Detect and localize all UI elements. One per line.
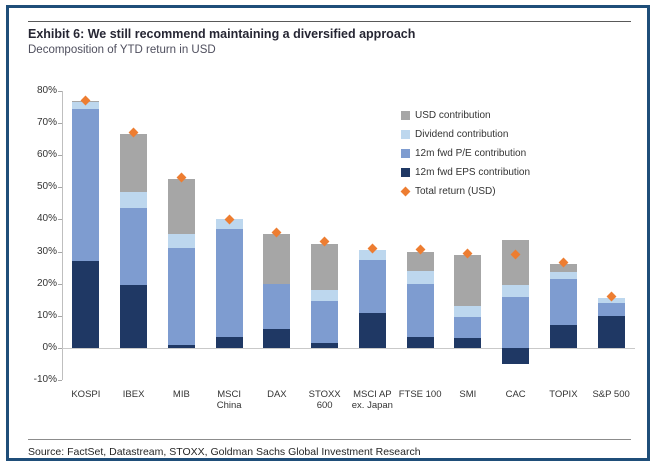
legend-item: USD contribution xyxy=(401,106,530,125)
y-tick-label: 0% xyxy=(42,341,57,353)
bar-segment xyxy=(549,325,577,348)
bar-segment xyxy=(72,108,100,262)
y-tick-label: 30% xyxy=(36,245,57,257)
y-tick-mark xyxy=(58,187,62,189)
y-tick-mark xyxy=(58,315,62,317)
x-axis-category-label: KOSPI xyxy=(71,389,101,400)
bar-segment xyxy=(120,192,148,209)
y-tick-mark xyxy=(58,251,62,253)
y-tick-mark xyxy=(58,219,62,221)
x-axis-category-label: IBEX xyxy=(122,389,145,400)
bar-segment xyxy=(406,336,434,348)
legend-label: 12m fwd EPS contribution xyxy=(415,167,531,178)
y-tick-label: 60% xyxy=(36,149,57,161)
legend-label: USD contribution xyxy=(415,110,491,121)
bar-segment xyxy=(263,328,291,348)
exhibit-subtitle: Decomposition of YTD return in USD xyxy=(28,44,216,56)
exhibit-title: Exhibit 6: We still recommend maintainin… xyxy=(28,27,416,41)
bar-segment xyxy=(215,336,243,348)
y-tick-label: 20% xyxy=(36,277,57,289)
x-axis-category-label: CAC xyxy=(505,389,526,400)
legend-label: 12m fwd P/E contribution xyxy=(415,148,527,159)
bar-segment xyxy=(597,315,625,348)
x-axis-category-label: S&P 500 xyxy=(592,389,630,400)
bar-segment xyxy=(454,338,482,348)
bar-segment xyxy=(167,179,195,234)
x-axis-category-label: MSCI China xyxy=(216,389,242,411)
bar-segment xyxy=(167,344,195,348)
source-note: Source: FactSet, Datastream, STOXX, Gold… xyxy=(28,446,421,458)
bar-segment xyxy=(72,102,100,109)
bar-segment xyxy=(502,285,530,297)
bar-segment xyxy=(120,208,148,286)
legend-item: Dividend contribution xyxy=(401,125,530,144)
bar-segment xyxy=(263,283,291,329)
bar-segment xyxy=(167,248,195,345)
y-tick-label: 10% xyxy=(36,309,57,321)
bar-segment xyxy=(311,243,339,291)
square-swatch-icon xyxy=(401,111,410,120)
diamond-swatch-icon xyxy=(400,186,411,197)
x-axis-category-label: STOXX 600 xyxy=(308,389,341,411)
bar-segment xyxy=(358,312,386,348)
y-tick-mark xyxy=(58,91,62,92)
bar-segment xyxy=(549,272,577,279)
legend-item: 12m fwd EPS contribution xyxy=(401,163,530,182)
square-swatch-icon xyxy=(401,130,410,139)
square-swatch-icon xyxy=(401,168,410,177)
y-tick-mark xyxy=(58,155,62,157)
x-axis-category-label: MSCI AP ex. Japan xyxy=(351,389,393,411)
bar-segment xyxy=(358,259,386,313)
y-tick-mark xyxy=(58,380,62,381)
y-axis-line xyxy=(62,91,63,380)
bottom-rule xyxy=(28,439,631,440)
bar-segment xyxy=(358,249,386,260)
bar-segment xyxy=(549,264,577,273)
x-axis-category-label: SMI xyxy=(459,389,477,400)
exhibit-frame: Exhibit 6: We still recommend maintainin… xyxy=(6,5,650,461)
bar-segment xyxy=(549,278,577,326)
x-axis-category-label: TOPIX xyxy=(549,389,578,400)
x-axis-category-label: DAX xyxy=(267,389,287,400)
y-tick-label: 40% xyxy=(36,213,57,225)
bar-segment xyxy=(454,254,482,307)
legend-item: Total return (USD) xyxy=(400,182,530,201)
bar-segment xyxy=(215,229,243,337)
bar-segment xyxy=(406,270,434,284)
bar-segment xyxy=(597,302,625,316)
x-axis-category-label: FTSE 100 xyxy=(398,389,442,400)
bar-segment xyxy=(72,261,100,348)
chart-legend: USD contribution Dividend contribution 12m… xyxy=(400,106,530,201)
y-tick-label: 50% xyxy=(36,181,57,193)
y-tick-label: -10% xyxy=(33,374,57,385)
bar-segment xyxy=(167,233,195,249)
y-tick-mark xyxy=(58,283,62,285)
bar-segment xyxy=(311,301,339,344)
bar-segment xyxy=(406,251,434,271)
y-tick-mark xyxy=(58,123,62,125)
legend-item: 12m fwd P/E contribution xyxy=(401,144,530,163)
square-swatch-icon xyxy=(401,149,410,158)
bar-segment xyxy=(454,306,482,318)
y-tick-mark xyxy=(58,347,62,349)
bar-segment xyxy=(120,134,148,193)
stacked-bar-chart: USD contribution Dividend contribution 12m… xyxy=(9,8,647,458)
top-rule xyxy=(28,21,631,22)
bar-segment xyxy=(502,347,530,364)
bar-segment xyxy=(311,343,339,348)
x-axis-category-label: MIB xyxy=(172,389,190,400)
bar-segment xyxy=(502,296,530,348)
y-tick-label: 80% xyxy=(36,85,57,96)
zero-baseline xyxy=(62,347,635,349)
bar-segment xyxy=(502,240,530,286)
bar-segment xyxy=(120,285,148,348)
bar-segment xyxy=(311,290,339,302)
bar-segment xyxy=(406,283,434,337)
legend-label: Dividend contribution xyxy=(415,129,509,140)
y-tick-label: 70% xyxy=(36,117,57,129)
legend-label: Total return (USD) xyxy=(415,186,496,197)
bar-segment xyxy=(263,233,291,284)
bar-segment xyxy=(454,317,482,339)
